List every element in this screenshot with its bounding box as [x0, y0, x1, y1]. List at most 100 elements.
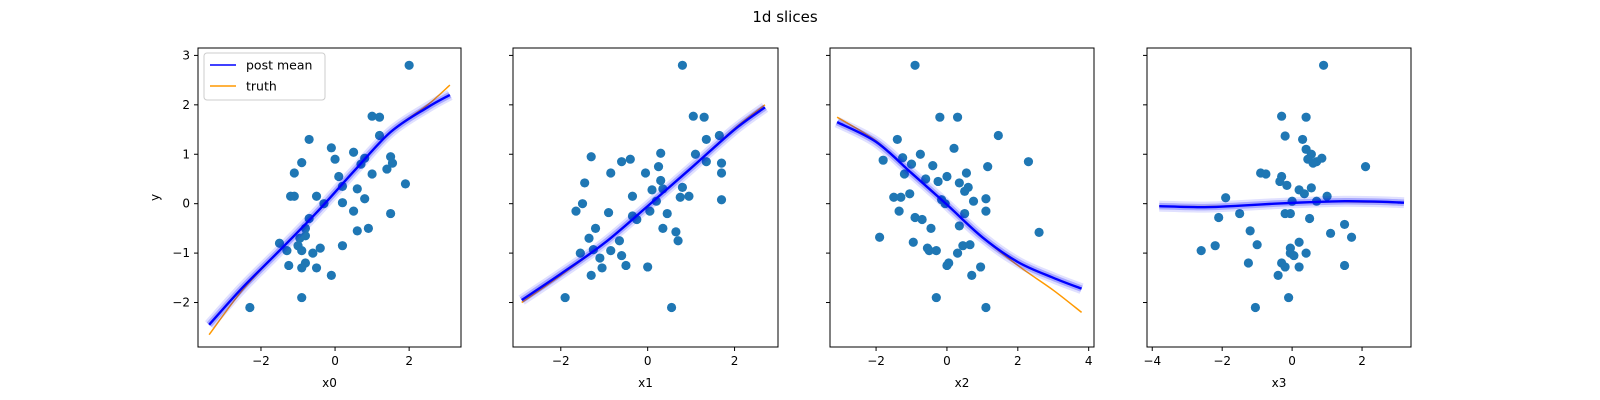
data-point — [675, 192, 685, 202]
data-point — [297, 246, 307, 256]
data-points — [1196, 60, 1371, 313]
figure-title: 1d slices — [752, 8, 817, 26]
data-point — [1214, 212, 1224, 223]
data-point — [571, 206, 581, 216]
data-point — [304, 134, 314, 145]
y-tick-label: 3 — [182, 48, 190, 62]
data-point — [952, 248, 963, 258]
series-lines — [518, 102, 769, 305]
axes-frame — [1146, 47, 1412, 348]
data-point — [304, 213, 314, 224]
data-point — [289, 168, 299, 178]
data-point — [1322, 191, 1332, 201]
data-point — [337, 241, 348, 251]
data-point — [315, 243, 325, 253]
data-point — [921, 174, 931, 184]
data-point — [653, 162, 664, 172]
data-point — [643, 262, 653, 272]
data-point — [699, 112, 709, 122]
data-point — [382, 164, 392, 174]
data-point — [645, 206, 655, 216]
data-point — [348, 206, 359, 216]
data-point — [274, 238, 285, 248]
post-mean-line — [836, 121, 1083, 290]
data-point — [560, 292, 570, 303]
data-point — [337, 181, 348, 191]
data-point — [960, 186, 970, 196]
data-point — [688, 111, 698, 121]
data-point — [949, 143, 959, 153]
data-point — [1196, 246, 1206, 256]
data-point — [627, 191, 638, 201]
data-point — [981, 302, 991, 313]
y-tick-label: 2 — [182, 98, 190, 112]
post-mean-line — [208, 93, 451, 326]
data-point — [671, 227, 681, 237]
data-points — [560, 60, 727, 313]
x-tick-label: 2 — [1358, 354, 1366, 368]
data-point — [311, 263, 322, 273]
data-point — [580, 178, 590, 188]
data-point — [337, 198, 348, 208]
x-tick-label: 2 — [405, 354, 413, 368]
data-point — [899, 169, 910, 179]
data-point — [367, 111, 377, 121]
post-mean-line — [521, 106, 766, 302]
data-point — [954, 178, 964, 188]
data-point — [701, 157, 711, 167]
legend-label: post mean — [246, 58, 312, 73]
data-point — [614, 236, 625, 246]
data-point — [878, 155, 888, 165]
data-point — [917, 214, 927, 225]
data-point — [905, 189, 915, 199]
y-tick-label: −1 — [172, 246, 190, 260]
data-point — [968, 196, 979, 206]
data-point — [374, 112, 385, 122]
data-point — [297, 158, 307, 168]
data-point — [595, 253, 605, 263]
data-point — [1299, 189, 1309, 199]
data-point — [1034, 227, 1044, 237]
data-point — [1273, 270, 1283, 280]
data-point — [1023, 157, 1034, 167]
data-point — [981, 194, 991, 204]
data-point — [931, 292, 941, 303]
data-point — [577, 199, 588, 209]
x-tick-label: −2 — [552, 354, 570, 368]
data-point — [894, 206, 904, 216]
series-lines — [205, 84, 453, 336]
data-point — [651, 196, 661, 206]
data-point — [673, 236, 683, 246]
data-point — [690, 149, 701, 159]
data-point — [910, 60, 920, 70]
data-points — [245, 60, 414, 313]
series-lines — [1159, 195, 1405, 213]
data-point — [898, 153, 908, 163]
x-tick-label: 0 — [943, 354, 951, 368]
data-point — [952, 112, 963, 122]
data-point — [404, 60, 414, 70]
data-point — [386, 208, 396, 219]
data-point — [286, 191, 296, 201]
data-point — [1252, 240, 1262, 250]
data-point — [1325, 228, 1336, 238]
x-tick-label: −2 — [1213, 354, 1231, 368]
data-point — [942, 260, 952, 271]
data-point — [1210, 241, 1220, 251]
data-point — [942, 171, 952, 182]
data-point — [400, 179, 411, 189]
data-point — [677, 60, 688, 70]
data-point — [1294, 237, 1304, 247]
data-point — [1282, 180, 1292, 190]
data-point — [1317, 153, 1327, 163]
legend: post mean truth — [203, 52, 326, 101]
data-point — [960, 208, 970, 219]
data-point — [1301, 248, 1311, 258]
data-point — [1285, 208, 1295, 219]
data-point — [1339, 219, 1350, 230]
x-tick-label: 2 — [1014, 354, 1022, 368]
data-point — [976, 262, 986, 272]
subplot-x0: −2 0 2 −2 −1 0 1 2 3 x0 y post mean truth — [148, 47, 462, 390]
x-axis-label: x0 — [322, 376, 337, 390]
